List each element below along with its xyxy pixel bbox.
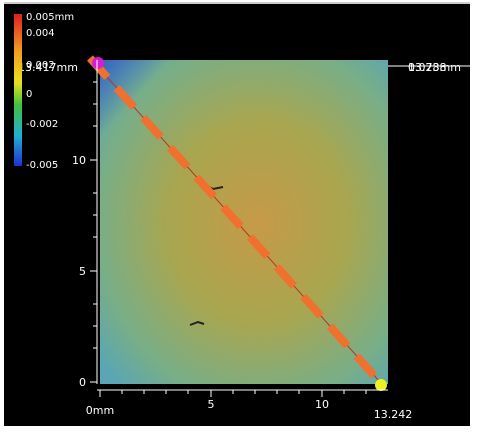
start-handle[interactable]: [92, 57, 104, 69]
height-map-edge: [100, 60, 388, 384]
colorbar-label: -0.002: [26, 119, 58, 130]
end-handle[interactable]: [375, 379, 387, 391]
colorbar-label: -0.005: [26, 160, 58, 171]
x-tick-label: 5: [208, 398, 215, 411]
colorbar-label: 0: [26, 89, 32, 100]
x-end-label: 13.242: [374, 408, 413, 421]
y-tick-label: 10: [72, 154, 86, 167]
colorbar-label: 0.005mm: [26, 12, 74, 23]
y-tick-label: 5: [79, 265, 86, 278]
x-tick-label: 10: [315, 398, 329, 411]
x-tick-label: 0mm: [86, 404, 114, 417]
profile-end-height: 0.078mm: [408, 61, 461, 74]
surface-viewer: 10 5 0 0mm 5 10 13.242 13.417mm 13.238 0…: [0, 0, 486, 444]
colorbar-label: 0.004: [26, 28, 55, 39]
colorbar-label: 0.002: [26, 60, 55, 71]
colorbar: [14, 14, 22, 166]
y-tick-label: 0: [79, 376, 86, 389]
